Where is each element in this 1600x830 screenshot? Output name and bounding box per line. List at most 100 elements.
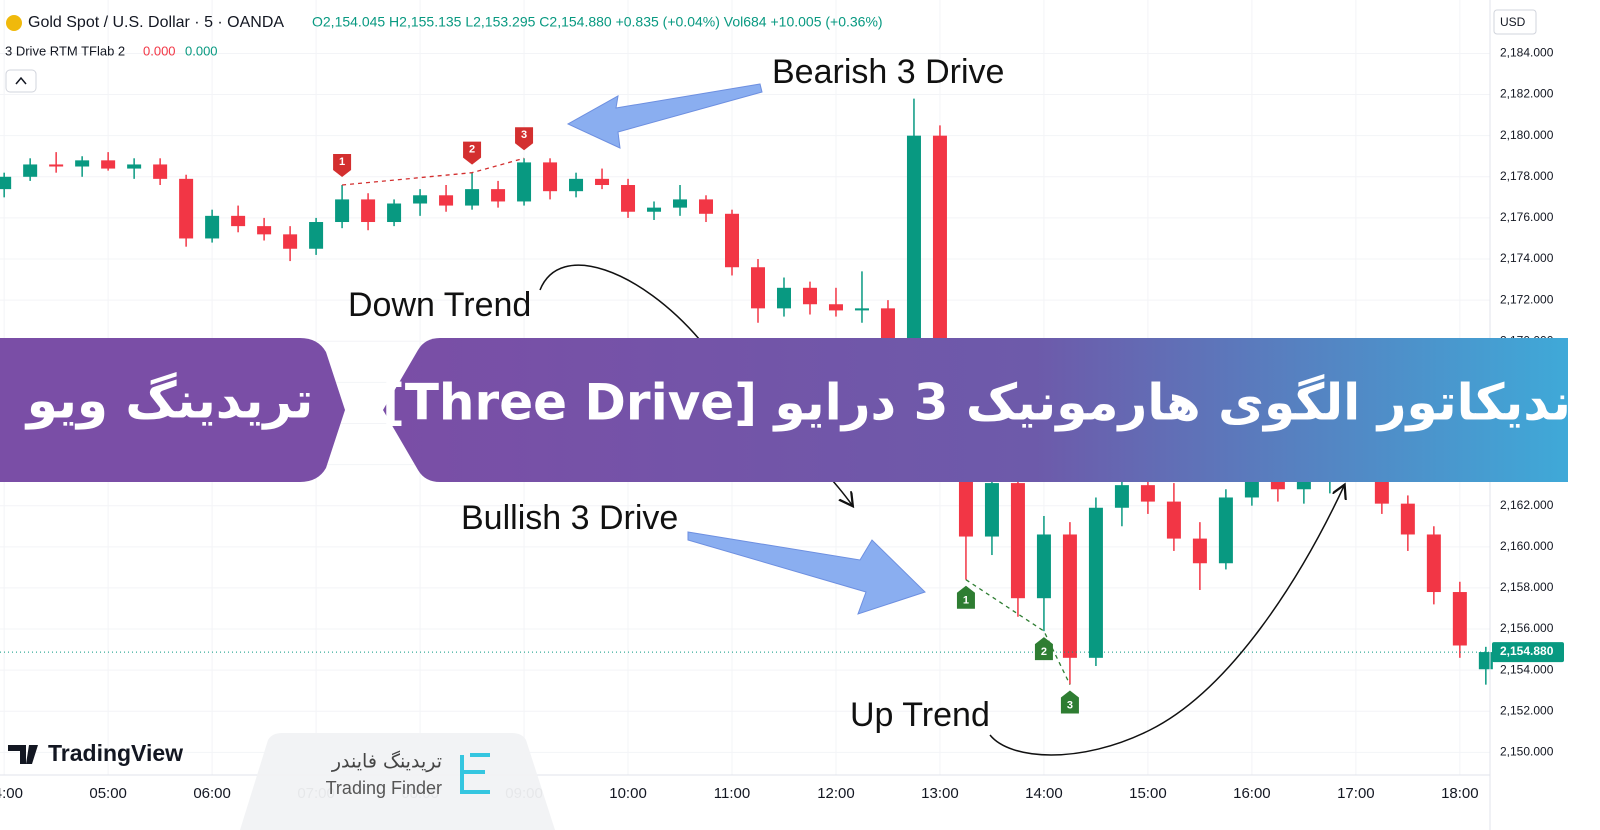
x-tick-label: 12:00 [817, 785, 855, 802]
ohlc: O2,154.045 H2,155.135 L2,153.295 C2,154.… [312, 14, 883, 30]
candle-body [49, 164, 64, 167]
collapse-button[interactable] [5, 69, 37, 93]
candle-body [1400, 503, 1415, 535]
candle-body [101, 160, 116, 169]
candle-body [1062, 534, 1077, 658]
x-tick-label: 15:00 [1129, 785, 1167, 802]
y-tick-label: 2,162.000 [1500, 498, 1554, 512]
x-tick-label: 14:00 [1025, 785, 1063, 802]
y-tick-label: 2,152.000 [1500, 703, 1554, 717]
candle-body [854, 308, 869, 311]
price-label: 2,154.880 [1500, 644, 1554, 658]
candle-body [23, 164, 38, 177]
x-tick-label: 17:00 [1337, 785, 1375, 802]
y-tick-label: 2,174.000 [1500, 251, 1554, 265]
arrow [687, 531, 926, 615]
indicator-name: 3 Drive RTM TFlab 2 [5, 43, 125, 58]
candle-body [205, 215, 220, 239]
candle-body [1010, 483, 1025, 599]
banner-title: اندیکاتور الگوی هارمونیک 3 درایو [Three … [382, 374, 1588, 433]
candle-body [1140, 485, 1155, 502]
y-tick-label: 2,172.000 [1500, 292, 1554, 306]
tv-icon [8, 745, 38, 764]
candle-body [595, 178, 610, 186]
pattern-label: 1 [963, 595, 969, 607]
annotation: Bullish 3 Drive [461, 499, 678, 537]
candle-body [1036, 534, 1051, 599]
pattern-marker [1060, 690, 1079, 714]
y-tick-label: 2,176.000 [1500, 210, 1554, 224]
candle-body [517, 162, 532, 202]
pattern-marker [1034, 637, 1053, 661]
y-tick-label: 2,156.000 [1500, 621, 1554, 635]
indicator-value: 0.000 [143, 43, 176, 58]
candle-body [309, 222, 324, 249]
candle-body [257, 226, 272, 235]
candle-body [335, 199, 350, 223]
candle-body [750, 267, 765, 309]
candle-body [984, 483, 999, 537]
collapse-icon [15, 76, 27, 85]
tv-logo: TradingView [48, 740, 183, 766]
candle-body [283, 234, 298, 249]
pattern-line [342, 157, 525, 186]
candle-body [439, 195, 454, 206]
pattern-marker [333, 154, 352, 178]
candle-body [75, 160, 90, 167]
candle-body [699, 199, 714, 214]
y-tick-label: 2,178.000 [1500, 169, 1554, 183]
candle-body [153, 164, 168, 179]
candle-body [828, 304, 843, 311]
banner-badge-text: تریدینگ ویو [24, 372, 314, 431]
candle-body [1478, 652, 1493, 670]
logo-icon [460, 753, 490, 794]
candle-body [621, 185, 636, 212]
indicator-value: 0.000 [185, 43, 218, 58]
pattern-label: 2 [469, 144, 475, 156]
candle-body [127, 164, 142, 169]
pattern-label: 3 [1067, 699, 1073, 711]
x-tick-label: 10:00 [609, 785, 647, 802]
candle-body [413, 195, 428, 204]
candle-body [673, 199, 688, 208]
candle-body [1088, 507, 1103, 658]
x-tick-label: 06:00 [193, 785, 231, 802]
x-tick-label: 16:00 [1233, 785, 1271, 802]
banner-badge [0, 338, 345, 482]
candle-body [880, 308, 895, 346]
banner [383, 338, 1568, 482]
y-tick-label: 2,182.000 [1500, 87, 1554, 101]
y-tick-label: 2,184.000 [1500, 46, 1554, 60]
x-tick-label: 04:00 [0, 785, 23, 802]
x-tick-label: 18:00 [1441, 785, 1479, 802]
annotation: Bearish 3 Drive [772, 53, 1004, 91]
arrow [566, 83, 763, 149]
x-tick-label: 05:00 [89, 785, 127, 802]
x-tick-label: 11:00 [714, 785, 750, 802]
candle-body [231, 215, 246, 227]
candle-body [465, 189, 480, 206]
candle-body [1426, 534, 1441, 593]
pattern-marker [956, 585, 975, 609]
logo-text: Trading Finder [326, 778, 442, 798]
candle-body [1192, 538, 1207, 564]
candle-body [1218, 497, 1233, 564]
pattern-marker [463, 141, 482, 165]
candle-body [387, 203, 402, 223]
logo-text: تریدینگ فایندر [331, 751, 442, 773]
y-tick-label: 2,158.000 [1500, 580, 1554, 594]
candle-body [0, 176, 12, 190]
y-tick-label: 2,180.000 [1500, 128, 1554, 142]
annotation: Down Trend [348, 286, 531, 324]
candle-body [179, 178, 194, 239]
pattern-marker [515, 127, 534, 151]
symbol-icon [6, 15, 22, 31]
pattern-label: 1 [339, 156, 345, 168]
y-tick-label: 2,150.000 [1500, 745, 1554, 759]
y-tick-label: 2,160.000 [1500, 539, 1554, 553]
price-label-box [1492, 642, 1564, 663]
pattern-label: 3 [521, 129, 527, 141]
candle-body [1166, 501, 1181, 539]
candle-body [491, 189, 506, 202]
